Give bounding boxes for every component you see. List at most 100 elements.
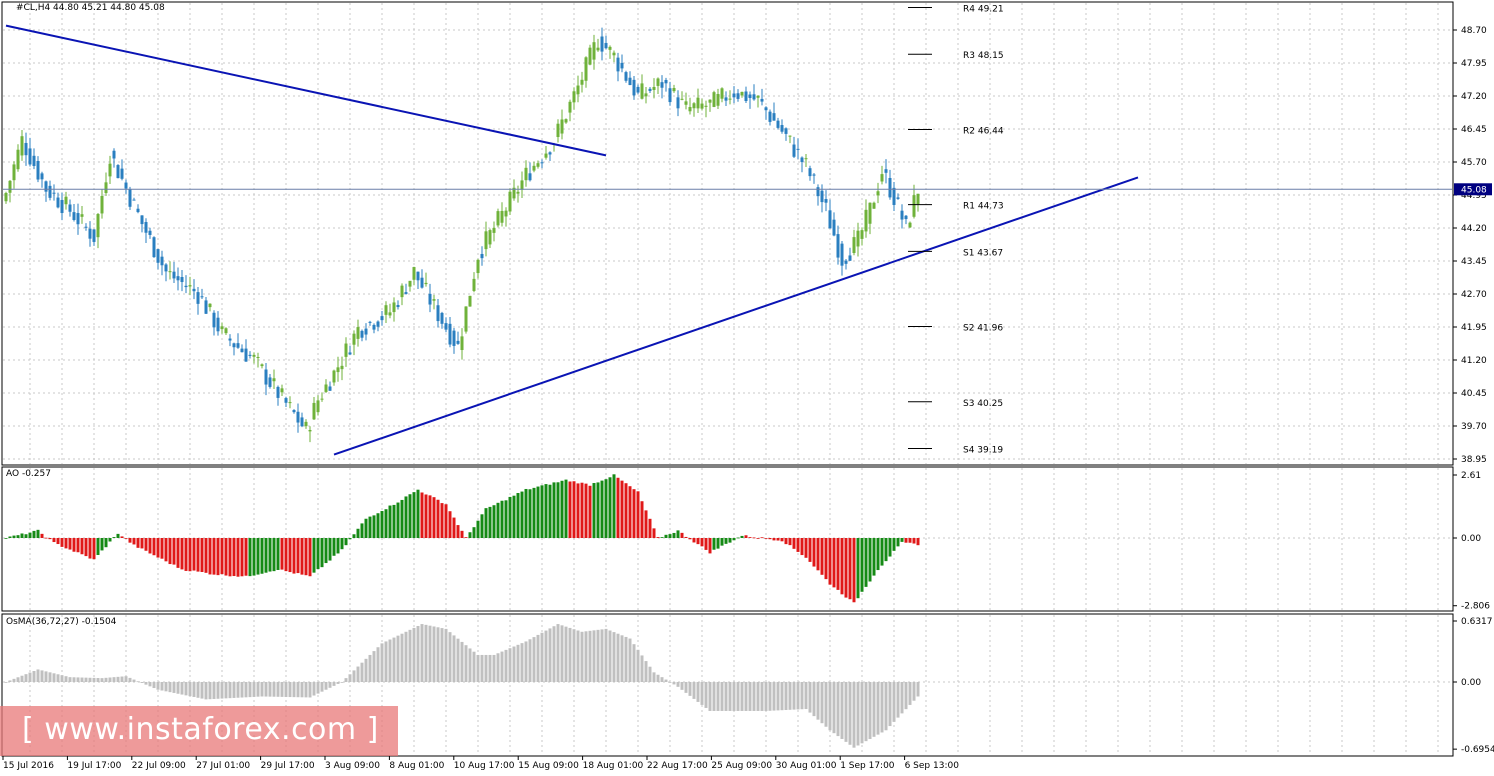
candle-body [872, 202, 876, 209]
candle-body [916, 193, 920, 205]
ao-panel-header: AO -0.257 [6, 469, 51, 479]
ao-bar [844, 538, 848, 598]
ao-bar [316, 538, 320, 570]
ao-bar [320, 538, 324, 568]
ao-bar [436, 499, 440, 538]
candle-body [840, 243, 844, 266]
pivot-label: S2 41.96 [963, 324, 1003, 334]
ao-bar [60, 538, 64, 547]
candle-body [720, 88, 724, 99]
candle-body [664, 79, 668, 84]
osma-bar [628, 638, 632, 682]
candle-body [760, 98, 764, 102]
ao-bar [192, 538, 196, 571]
ao-bar [660, 537, 664, 538]
pivot-label: R4 49.21 [963, 5, 1004, 15]
osma-bar [232, 682, 236, 698]
candle-body [876, 191, 880, 196]
ao-bar [620, 480, 624, 538]
osma-bar [424, 624, 428, 682]
osma-bar [296, 682, 300, 698]
y-tick-label: 42.70 [1461, 290, 1487, 300]
candle-body [504, 210, 508, 217]
candle-body [112, 150, 116, 159]
osma-bar [624, 636, 628, 682]
candle-body [444, 323, 448, 330]
ao-bar [116, 533, 120, 538]
osma-bar [64, 676, 68, 682]
ao-bar [864, 538, 868, 587]
candle-body [32, 155, 36, 166]
candle-body [836, 234, 840, 258]
osma-bar [852, 682, 856, 748]
candle-body [884, 169, 888, 173]
osma-bar [268, 682, 272, 697]
ao-bar [568, 481, 572, 538]
osma-bar [28, 672, 32, 682]
ao-bar [832, 538, 836, 588]
osma-bar [844, 682, 848, 742]
ao-bar [592, 483, 596, 538]
candle-body [700, 103, 704, 109]
ao-bar [788, 538, 792, 546]
ao-bar [696, 538, 700, 545]
osma-bar [480, 654, 484, 682]
ao-bar [816, 538, 820, 571]
osma-bar [272, 682, 276, 697]
candle-body [580, 79, 584, 85]
osma-bar [504, 649, 508, 682]
candle-body [136, 208, 140, 213]
candle-body [724, 97, 728, 101]
ao-bar [412, 492, 416, 538]
candle-body [528, 173, 532, 181]
candle-body [100, 195, 104, 214]
osma-bar [420, 624, 424, 682]
osma-bar [208, 682, 212, 700]
osma-bar [140, 682, 144, 683]
ao-bar [584, 483, 588, 538]
candle-body [728, 98, 732, 100]
ao-bar [200, 538, 204, 572]
candle-body [304, 421, 308, 427]
ao-bar [848, 538, 852, 600]
ao-bar [776, 538, 780, 541]
ao-bar [676, 530, 680, 538]
candle-body [164, 264, 168, 272]
osma-bar [492, 654, 496, 682]
candle-body [492, 227, 496, 233]
ao-bar [496, 502, 500, 538]
candle-body [268, 377, 272, 387]
candle-body [688, 107, 692, 112]
candle-body [524, 167, 528, 181]
osma-bar [792, 682, 796, 710]
osma-bar [344, 678, 348, 682]
ao-bar [448, 511, 452, 538]
candle-body [784, 128, 788, 134]
ao-bar [160, 538, 164, 559]
osma-bar [48, 672, 52, 682]
ao-bar [12, 535, 16, 538]
ao-bar [712, 538, 716, 550]
y-tick-label: 38.95 [1461, 455, 1487, 465]
ao-bar [152, 538, 156, 556]
candle-body [480, 253, 484, 259]
osma-bar [160, 682, 164, 691]
osma-bar [700, 682, 704, 705]
ao-bar [352, 534, 356, 538]
ao-bar [208, 538, 212, 575]
candle-body [800, 157, 804, 163]
ao-bar [252, 538, 256, 576]
osma-bar [784, 682, 788, 711]
osma-bar [264, 682, 268, 697]
ao-bar [356, 528, 360, 538]
ao-bar [244, 538, 248, 576]
ao-bar [164, 538, 168, 562]
osma-bar [588, 630, 592, 682]
candle-body [752, 94, 756, 100]
osma-bar [880, 682, 884, 733]
osma-bar [456, 638, 460, 682]
pivot-label: R2 46.44 [963, 126, 1004, 136]
candle-body [392, 302, 396, 313]
osma-bar [564, 626, 568, 682]
ao-bar [684, 536, 688, 538]
